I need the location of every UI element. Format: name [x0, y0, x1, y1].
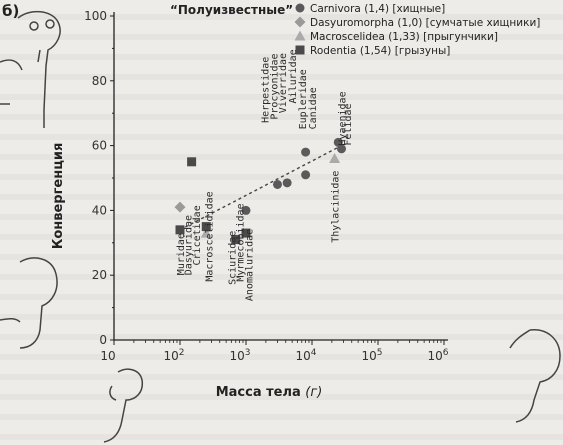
x-tick-label: 10 [100, 349, 115, 363]
data-point-square [241, 228, 251, 238]
family-label: Herpestidae [260, 57, 271, 123]
trendline [179, 144, 342, 231]
data-point-triangle [200, 227, 212, 238]
y-tick-label: 20 [92, 268, 107, 282]
x-tick-label: 102 [163, 348, 184, 363]
data-point-circle [241, 205, 251, 215]
data-point-circle [301, 147, 311, 157]
family-label: Felidae [343, 103, 354, 145]
y-tick-label: 80 [92, 74, 107, 88]
data-point-square [231, 235, 241, 245]
legend-marker-diamond [294, 16, 306, 28]
data-point-triangle [329, 153, 341, 164]
family-label: Eupleridae [298, 69, 309, 129]
legend-marker-triangle [294, 30, 306, 41]
x-axis-label: Масса тела (г) [216, 385, 323, 400]
skull-icon-bottom-left [0, 257, 58, 349]
legend-marker-circle [295, 3, 305, 13]
family-label: Dasyuridae [184, 215, 195, 275]
legend-marker-square [295, 45, 305, 55]
skull-icon-bottom-center [103, 368, 144, 443]
legend-entry: Carnivora (1,4) [хищные] [310, 3, 445, 15]
skull-icon-top-left [0, 10, 61, 128]
data-point-circle [272, 179, 282, 189]
y-tick-label: 40 [92, 203, 107, 217]
chart-title: “Полуизвестные” [170, 3, 293, 17]
family-label: Macroscelididae [204, 191, 215, 281]
family-label: Cricetidae [192, 205, 203, 265]
family-label: Ailuridae [288, 49, 299, 103]
family-label: Viverridae [278, 53, 289, 113]
x-tick-label: 104 [295, 348, 316, 363]
skull-icon-bottom-right [509, 329, 561, 423]
family-label: Sciuridae [227, 231, 238, 285]
family-label: Myrmecobiidae [236, 203, 247, 281]
data-point-circle [282, 178, 292, 188]
panel-letter: б) [2, 2, 20, 20]
data-point-circle [301, 170, 311, 180]
legend-entry: Rodentia (1,54) [грызуны] [310, 45, 450, 57]
data-point-square [187, 157, 197, 167]
data-point-square [201, 222, 211, 232]
family-label: Hyaenidae [338, 91, 349, 145]
x-tick-label: 103 [229, 348, 250, 363]
y-axis-label: Конвергенция [51, 143, 66, 250]
data-point-square [175, 225, 185, 235]
legend-entry: Dasyuromorpha (1,0) [сумчатые хищники] [310, 17, 540, 29]
family-label: Anomaluridae [245, 229, 256, 301]
y-tick-label: 0 [99, 333, 107, 347]
legend-entry: Macroscelidea (1,33) [прыгунчики] [310, 31, 498, 43]
data-point-diamond [174, 201, 186, 213]
y-tick-label: 100 [84, 9, 107, 23]
data-point-circle [337, 144, 347, 154]
x-tick-label: 106 [427, 348, 448, 363]
family-label: Canidae [308, 87, 319, 129]
family-label: Thylacinidae [331, 171, 342, 243]
family-label: Procyonidae [269, 53, 280, 119]
plot-area: 0 20 40 60 80 100 10 102 103 104 105 106 Конвергенци… [51, 3, 540, 400]
x-tick-label: 105 [361, 348, 382, 363]
y-tick-label: 60 [92, 139, 107, 153]
family-label: Muridae [176, 233, 187, 275]
